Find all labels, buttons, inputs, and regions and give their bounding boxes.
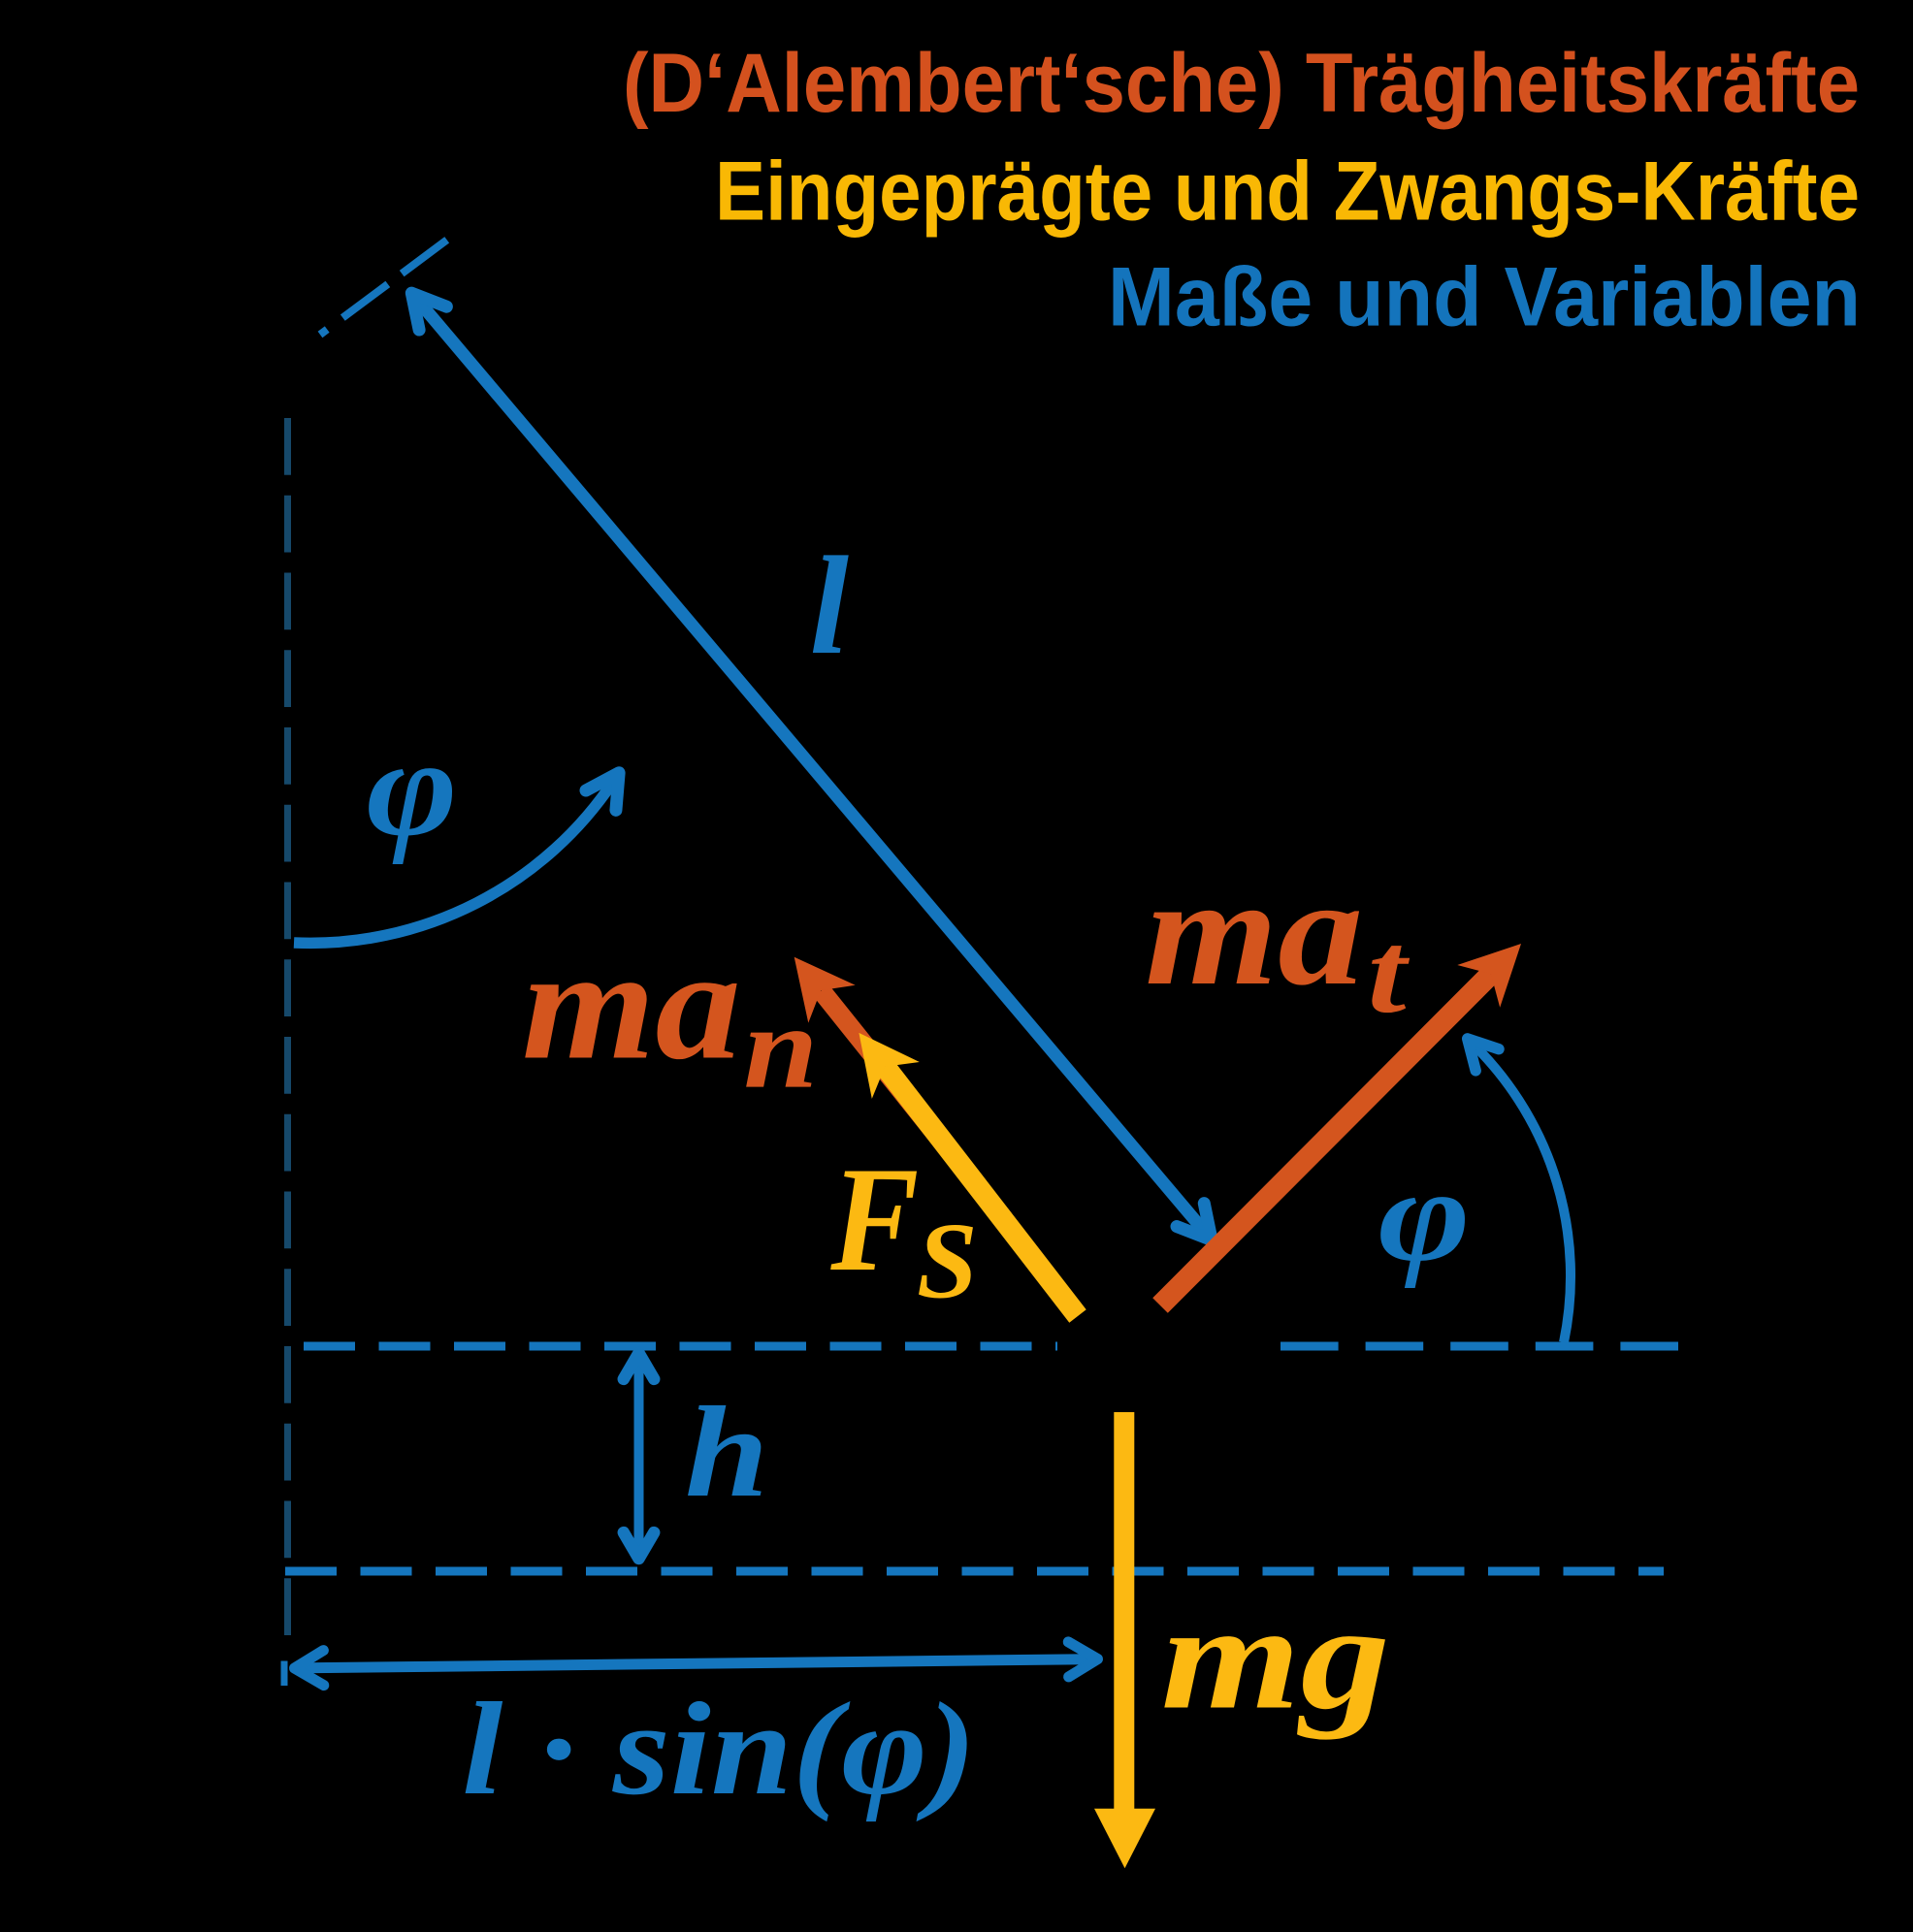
svg-text:Eingeprägte und Zwangs-Kräfte: Eingeprägte und Zwangs-Kräfte — [715, 145, 1860, 239]
svg-text:n: n — [743, 982, 818, 1113]
svg-text:S: S — [917, 1202, 978, 1322]
svg-text:l: l — [810, 529, 850, 684]
svg-text:F: F — [829, 1136, 919, 1303]
svg-text:ma: ma — [1145, 846, 1363, 1017]
svg-text:(D‘Alembert‘sche) Trägheitskrä: (D‘Alembert‘sche) Trägheitskräfte — [623, 37, 1860, 130]
svg-text:h: h — [685, 1380, 768, 1525]
svg-text:φ: φ — [1378, 1142, 1471, 1289]
svg-text:Maße und Variablen: Maße und Variablen — [1108, 251, 1861, 344]
svg-text:φ: φ — [367, 710, 458, 865]
svg-text:l · sin(φ): l · sin(φ) — [462, 1675, 976, 1822]
svg-text:mg: mg — [1161, 1573, 1390, 1741]
svg-text:t: t — [1368, 909, 1410, 1038]
svg-text:ma: ma — [522, 918, 741, 1093]
